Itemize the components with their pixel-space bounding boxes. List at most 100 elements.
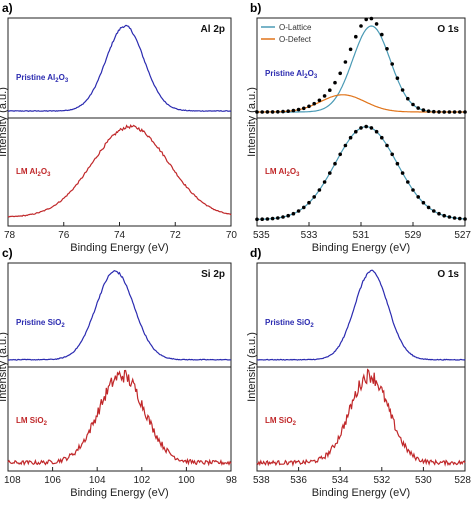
bottom-series-label-part-3: 3 [47,172,51,178]
data-point [328,171,332,175]
data-point [463,110,467,114]
data-point [281,215,285,219]
data-point [312,195,317,199]
data-point [411,188,415,192]
data-point [333,161,337,166]
data-point [317,188,322,192]
pristine-line [7,270,232,361]
legend-label-defect: O-Defect [279,35,312,44]
x-tick-label: 531 [353,230,370,241]
data-point [458,216,462,221]
data-point [343,143,348,148]
top-series-label-part-0: Pristine Al [265,69,304,78]
element-label: Si 2p [201,269,225,280]
data-point [421,200,426,205]
bottom-series-label-part-2: O [290,167,296,176]
bottom-series-label-part-1: 2 [44,421,48,427]
data-point [348,135,353,140]
data-point [447,110,452,114]
data-point [343,60,348,64]
panel-letter: c) [2,246,13,260]
data-point [322,94,327,98]
top-series-label-part-2: O [59,73,65,82]
x-tick-label: 532 [373,475,390,486]
element-label: O 1s [437,269,459,280]
bottom-series-label-part-1: 2 [37,172,41,178]
x-tick-label: 70 [226,230,238,241]
top-series-label: Pristine SiO2 [16,318,65,329]
data-point [348,47,353,52]
legend-label-lattice: O-Lattice [279,23,312,32]
data-point [270,110,275,114]
x-tick-label: 78 [4,230,16,241]
bottom-series-label-part-1: 2 [286,172,290,178]
bottom-series-label: LM Al2O3 [265,167,300,178]
panel-letter: d) [250,246,261,260]
data-point [406,96,410,101]
bottom-series-label-part-0: LM Al [16,167,37,176]
data-point [364,17,369,22]
lm-line [7,369,232,467]
data-point [458,110,462,114]
data-point [354,129,358,134]
panel-frame [7,17,232,227]
data-point [364,124,369,129]
top-series-label: Pristine Al2O3 [16,73,69,84]
data-point [385,47,389,51]
y-axis-label: Intensity (a.u.) [0,332,9,402]
bottom-series-label: LM SiO2 [265,416,297,427]
x-tick-label: 538 [253,475,270,486]
x-tick-label: 74 [114,230,126,241]
bottom-series-label-part-0: LM SiO [265,416,293,425]
data-point [416,195,421,199]
data-point [426,109,431,113]
y-axis-label: Intensity (a.u.) [246,87,258,157]
data-point [333,80,337,85]
data-point [260,110,265,114]
panel-1: a) Al 2p 78 76 74 72 70 Binding Energy (eV) Inte… [0,1,237,254]
data-point [400,171,405,175]
x-tick-label: 100 [178,475,195,486]
x-axis-label: Binding Energy (eV) [312,487,410,499]
panel-2: b) O 1s 535 533 531 529 527 Binding Energy (eV)… [246,1,471,254]
data-point [437,110,441,114]
top-series-label-part-1: 2 [55,78,59,84]
bottom-series-label: LM SiO2 [16,416,48,427]
data-point [286,213,291,218]
data-point [385,143,389,148]
element-label: Al 2p [201,24,225,35]
data-point [296,107,301,112]
x-tick-label: 534 [332,475,349,486]
panels: a) Al 2p 78 76 74 72 70 Binding Energy (eV) Inte… [0,1,471,499]
x-tick-label: 104 [89,475,106,486]
element-label: O 1s [437,24,459,35]
data-point [338,152,343,157]
data-point [452,110,457,114]
data-point [421,108,426,112]
data-point [452,216,457,220]
x-tick-label: 529 [405,230,422,241]
data-point [374,129,379,134]
data-point [291,108,296,113]
data-point [359,126,363,130]
x-tick-label: 102 [133,475,150,486]
panel-4: d) O 1s 538 536 534 532 530 528 Binding Energy (… [246,246,471,499]
y-axis-label: Intensity (a.u.) [246,332,258,402]
data-point [265,110,270,114]
x-tick-label: 72 [170,230,182,241]
data-point [463,217,467,221]
panel-3: c) Si 2p 108 106 104 102 100 98 Binding Energy (… [0,246,237,499]
data-point [374,22,379,26]
pristine-line [7,24,232,112]
x-tick-label: 106 [44,475,61,486]
data-point [395,161,400,166]
data-point [281,109,285,114]
data-point [307,104,311,109]
top-series-label-part-2: O [308,69,314,78]
data-point [416,106,421,110]
data-point [307,200,311,205]
top-series-label: Pristine SiO2 [265,318,314,329]
top-series-label-part-1: 2 [310,323,314,329]
top-series-label-part-3: 3 [65,78,69,84]
data-point [302,106,306,111]
